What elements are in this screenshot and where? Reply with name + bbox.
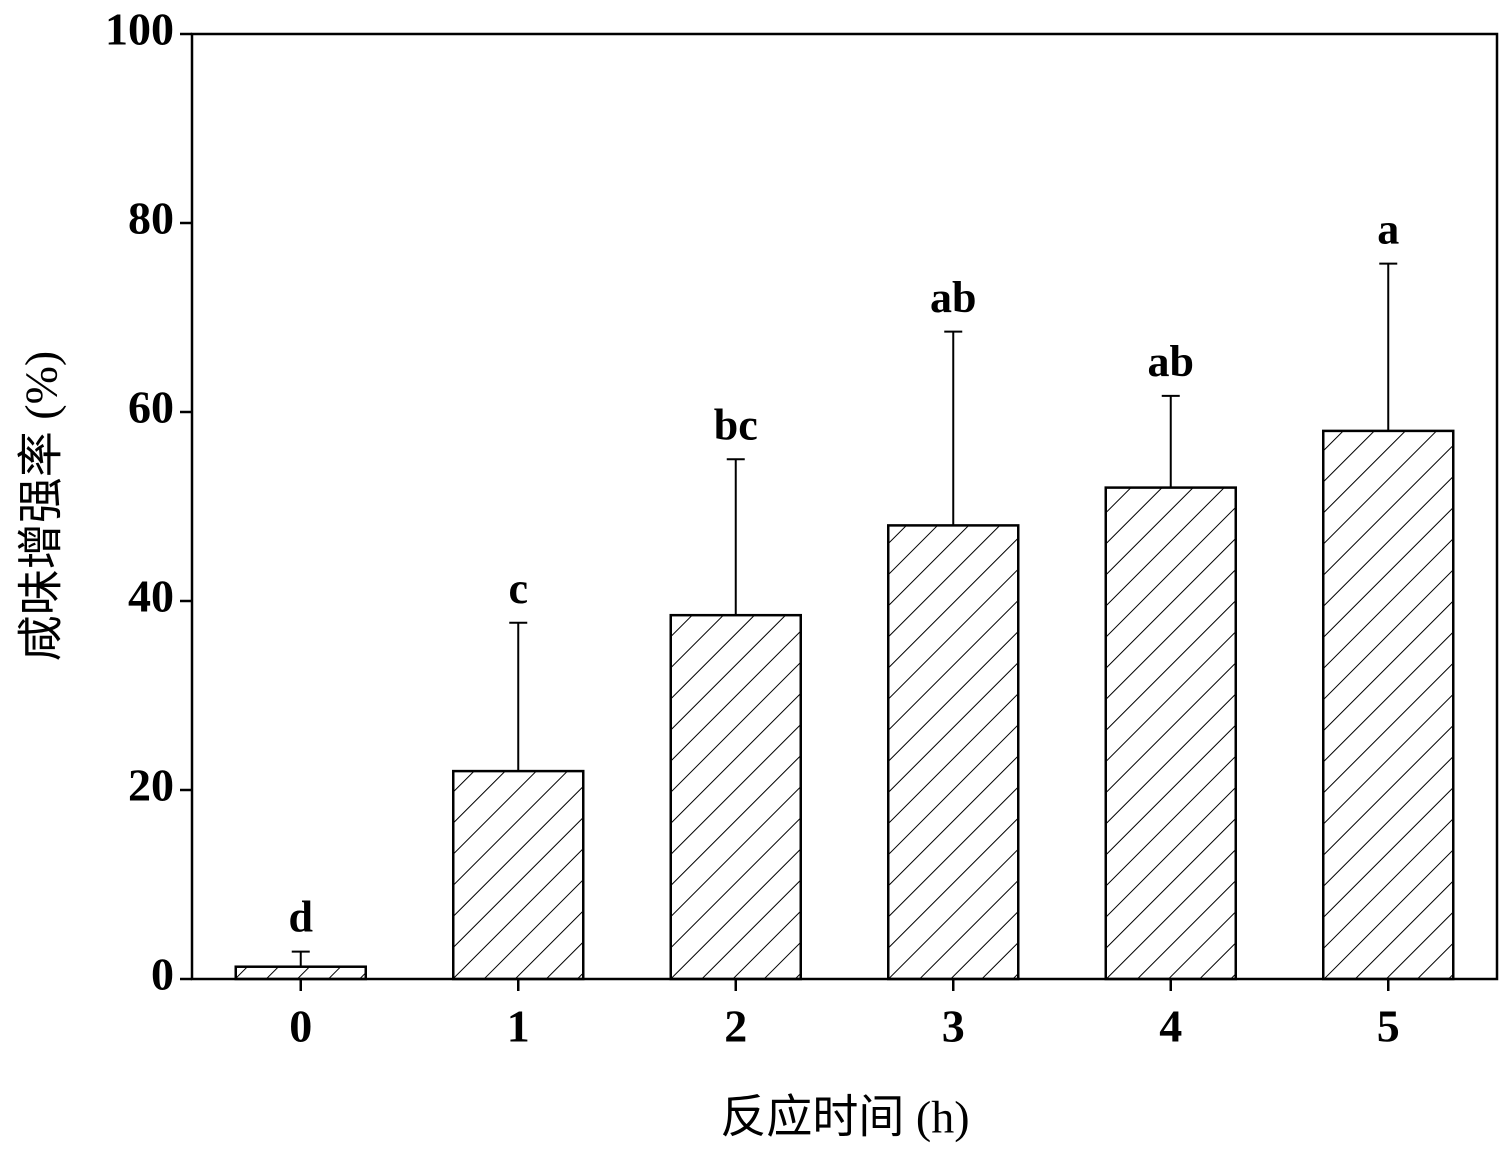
bar [669, 613, 802, 981]
y-tick-label: 20 [128, 760, 174, 811]
significance-letter: ab [1148, 337, 1194, 386]
x-tick-label: 3 [942, 1001, 965, 1052]
y-tick-label: 0 [151, 949, 174, 1000]
error-bar [1161, 394, 1180, 488]
y-tick-label: 100 [105, 4, 174, 55]
bar [234, 965, 367, 981]
x-axis-title: 反应时间 (h) [720, 1092, 969, 1143]
significance-letter: ab [930, 273, 976, 322]
significance-letter: a [1377, 205, 1399, 254]
error-bar [726, 458, 745, 616]
bar [887, 524, 1020, 981]
significance-letter: c [508, 564, 528, 613]
y-tick-label: 40 [128, 571, 174, 622]
y-axis-title: 咸味增强率 (%) [16, 351, 67, 661]
x-tick-label: 4 [1159, 1001, 1182, 1052]
error-bar [944, 330, 963, 526]
bar [1322, 429, 1455, 981]
bar [452, 769, 585, 981]
y-tick-label: 80 [128, 193, 174, 244]
y-tick-label: 60 [128, 382, 174, 433]
error-bar [509, 621, 528, 772]
significance-letter: d [289, 893, 313, 942]
x-tick-label: 2 [724, 1001, 747, 1052]
error-bar [291, 950, 310, 967]
plot-frame [190, 32, 1499, 981]
significance-letter: bc [714, 400, 758, 449]
error-bar [1379, 262, 1398, 431]
bar [1104, 486, 1237, 981]
x-tick-label: 1 [507, 1001, 530, 1052]
x-tick-label: 5 [1377, 1001, 1400, 1052]
x-tick-label: 0 [289, 1001, 312, 1052]
